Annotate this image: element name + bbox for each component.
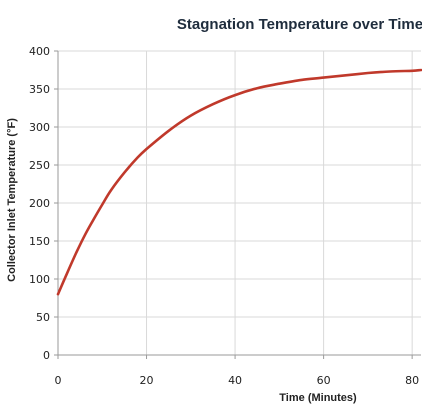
y-tick-label: 200	[29, 197, 50, 210]
x-tick-label: 0	[55, 374, 62, 387]
axes	[54, 50, 421, 359]
chart-title: Stagnation Temperature over Time	[177, 16, 422, 33]
y-tick-label: 50	[36, 311, 50, 324]
y-tick-label: 250	[29, 159, 50, 172]
y-tick-label: 350	[29, 83, 50, 96]
tick-labels: 0 50 100 150 200 250 300 350 400 0 20 40 60 80	[29, 45, 419, 387]
x-tick-label: 20	[140, 374, 154, 387]
y-tick-label: 150	[29, 235, 50, 248]
y-tick-label: 400	[29, 45, 50, 58]
x-tick-label: 40	[228, 374, 242, 387]
series-layer	[56, 68, 422, 296]
series-line-0	[56, 68, 422, 296]
grid	[58, 50, 421, 355]
y-tick-label: 300	[29, 121, 50, 134]
y-tick-label: 100	[29, 273, 50, 286]
y-axis-label: Collector Inlet Temperature (°F)	[6, 118, 18, 282]
y-tick-label: 0	[43, 349, 50, 362]
x-tick-label: 60	[317, 374, 331, 387]
x-axis-label: Time (Minutes)	[279, 392, 357, 404]
x-tick-label: 80	[405, 374, 419, 387]
